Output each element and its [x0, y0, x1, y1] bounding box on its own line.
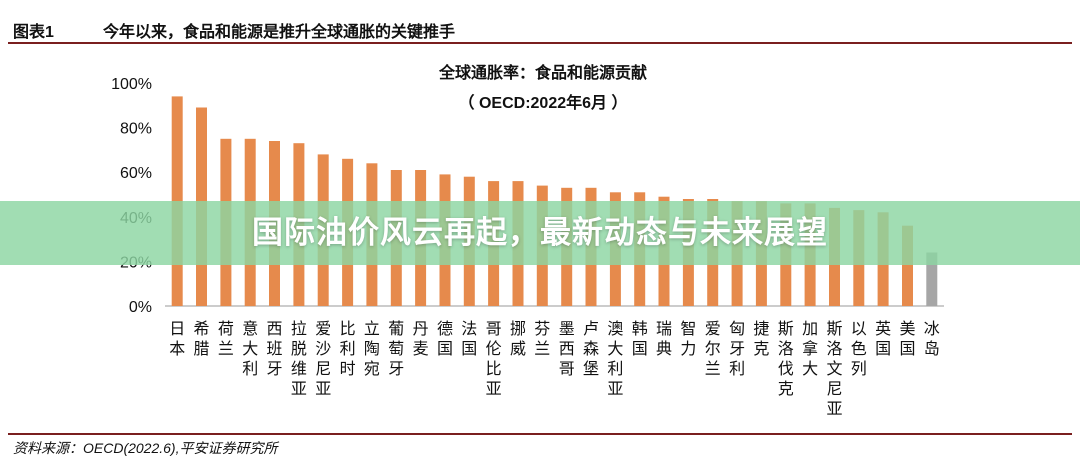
bar [902, 225, 913, 306]
x-tick-label: 英国 [875, 319, 891, 358]
x-tick-label: 意大利 [242, 319, 258, 378]
x-tick-label: 丹麦 [413, 319, 429, 358]
x-tick-label: 加拿大 [802, 319, 818, 378]
bottom-rule [8, 433, 1072, 435]
x-tick-label: 立陶宛 [364, 319, 380, 378]
x-tick-label: 澳大利亚 [607, 319, 623, 398]
title-banner: 国际油价风云再起，最新动态与未来展望 [0, 201, 1080, 265]
x-tick-label: 爱沙尼亚 [315, 319, 331, 398]
x-tick-label: 智力 [680, 319, 696, 358]
x-tick-label: 匈牙利 [729, 319, 745, 378]
x-tick-label: 荷兰 [218, 319, 234, 358]
x-tick-label: 捷克 [753, 319, 769, 358]
chart-title: 全球通胀率：食品和能源贡献 [438, 63, 647, 82]
x-tick-label: 卢森堡 [583, 319, 599, 378]
chart-subtitle: （ OECD:2022年6月 ） [459, 93, 628, 112]
x-tick-label: 比利时 [340, 319, 356, 378]
y-tick-label: 60% [120, 165, 152, 182]
banner-text: 国际油价风云再起，最新动态与未来展望 [252, 215, 828, 250]
x-tick-label: 韩国 [632, 319, 648, 358]
y-tick-label: 100% [111, 76, 152, 93]
figure-header: 图表1 今年以来，食品和能源是推升全球通胀的关键推手 [0, 0, 1080, 44]
y-tick-label: 0% [129, 299, 152, 316]
figure-title: 今年以来，食品和能源是推升全球通胀的关键推手 [103, 24, 456, 41]
x-tick-label: 斯洛伐克 [778, 319, 794, 398]
x-tick-label: 芬兰 [534, 319, 550, 358]
x-tick-label: 葡萄牙 [388, 319, 404, 378]
x-tick-label: 斯洛文尼亚 [826, 319, 842, 418]
x-tick-label: 德国 [437, 319, 453, 358]
x-tick-label: 冰岛 [924, 319, 940, 358]
x-tick-label: 爱尔兰 [705, 319, 721, 378]
x-tick-label: 西班牙 [266, 319, 282, 378]
x-tick-label: 希腊 [193, 319, 209, 358]
x-tick-label: 哥伦比亚 [486, 319, 502, 398]
y-tick-label: 80% [120, 121, 152, 138]
figure-number: 图表1 [13, 24, 54, 41]
x-axis-labels: 日本希腊荷兰意大利西班牙拉脱维亚爱沙尼亚比利时立陶宛葡萄牙丹麦德国法国哥伦比亚挪… [169, 319, 940, 418]
x-tick-label: 以色列 [851, 319, 867, 378]
top-rule [8, 42, 1072, 44]
x-tick-label: 日本 [169, 319, 185, 358]
x-tick-label: 瑞典 [656, 319, 672, 358]
source-note: 资料来源：OECD(2022.6),平安证券研究所 [13, 440, 278, 456]
bar [926, 252, 938, 306]
x-tick-label: 墨西哥 [559, 319, 575, 378]
x-tick-label: 拉脱维亚 [291, 319, 307, 398]
y-axis: 0%20%40%60%80%100% [111, 76, 944, 316]
x-tick-label: 法国 [461, 319, 477, 358]
x-tick-label: 美国 [899, 319, 915, 358]
x-tick-label: 挪威 [510, 319, 526, 358]
